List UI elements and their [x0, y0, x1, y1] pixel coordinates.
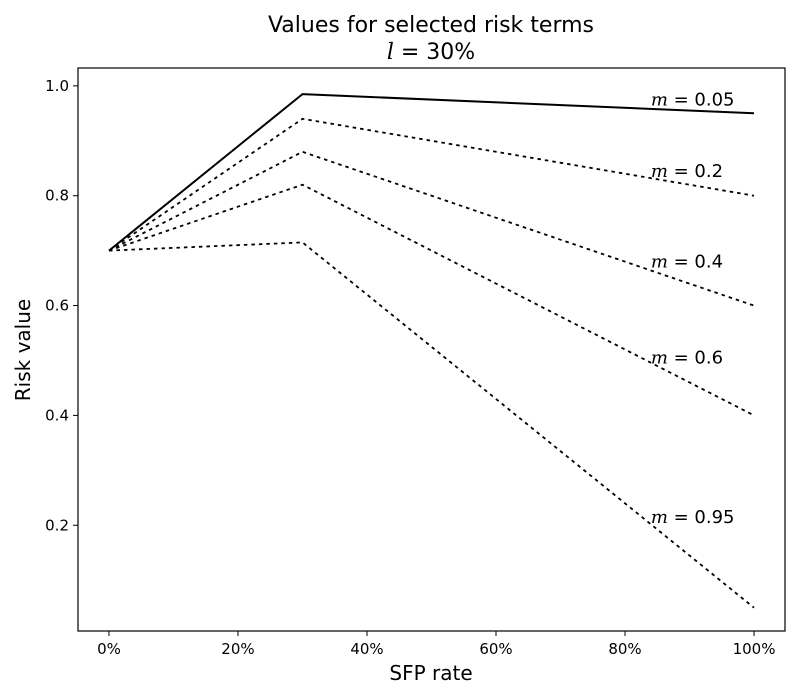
x-tick-label: 80% — [608, 640, 641, 658]
chart-title: Values for selected risk terms — [268, 13, 594, 38]
series-line-2 — [108, 117, 755, 252]
series-label-5: m = 0.95 — [651, 507, 735, 528]
y-tick-label: 0.2 — [45, 516, 69, 534]
subtitle-variable: l — [387, 40, 394, 65]
series-label-1: m = 0.05 — [651, 90, 735, 111]
series-label-variable: m — [651, 252, 668, 273]
series-line-1 — [108, 93, 755, 252]
plot-area: 0% 20% 40% 60% 80% 100% 0.2 0.4 0.6 0.8 1.0 m = 0.0… — [45, 67, 786, 658]
y-axis-label: Risk value — [11, 299, 35, 401]
series-label-value: 0.95 — [694, 507, 734, 528]
series-label-equals: = — [668, 90, 695, 111]
y-tick-label: 0.4 — [45, 406, 69, 424]
chart-subtitle: l = 30% — [387, 40, 475, 65]
series-line-5 — [108, 241, 755, 609]
series-label-equals: = — [668, 252, 695, 273]
series-label-equals: = — [668, 507, 695, 528]
x-tick-label: 40% — [350, 640, 383, 658]
x-tick-label: 20% — [221, 640, 254, 658]
x-tick-label: 60% — [479, 640, 512, 658]
axes-frame — [77, 67, 786, 632]
series-label-3: m = 0.4 — [651, 252, 723, 273]
series-label-variable: m — [651, 161, 668, 182]
y-tick-label: 0.6 — [45, 297, 69, 315]
series-label-variable: m — [651, 90, 668, 111]
y-tick-label: 1.0 — [45, 77, 69, 95]
series-label-equals: = — [668, 348, 695, 369]
series-line-4 — [108, 183, 755, 417]
series-label-equals: = — [668, 161, 695, 182]
series-label-value: 0.2 — [694, 161, 723, 182]
subtitle-value: 30% — [426, 40, 475, 65]
x-tick-label: 0% — [97, 640, 121, 658]
series-label-value: 0.6 — [694, 348, 723, 369]
series-label-variable: m — [651, 507, 668, 528]
series-line-3 — [108, 150, 755, 307]
x-tick-label: 100% — [733, 640, 776, 658]
series-label-2: m = 0.2 — [651, 161, 723, 182]
series-label-value: 0.05 — [694, 90, 734, 111]
y-tick-label: 0.8 — [45, 187, 69, 205]
x-axis-label: SFP rate — [389, 661, 472, 685]
series-label-value: 0.4 — [694, 252, 723, 273]
series-label-4: m = 0.6 — [651, 348, 723, 369]
series-label-variable: m — [651, 348, 668, 369]
